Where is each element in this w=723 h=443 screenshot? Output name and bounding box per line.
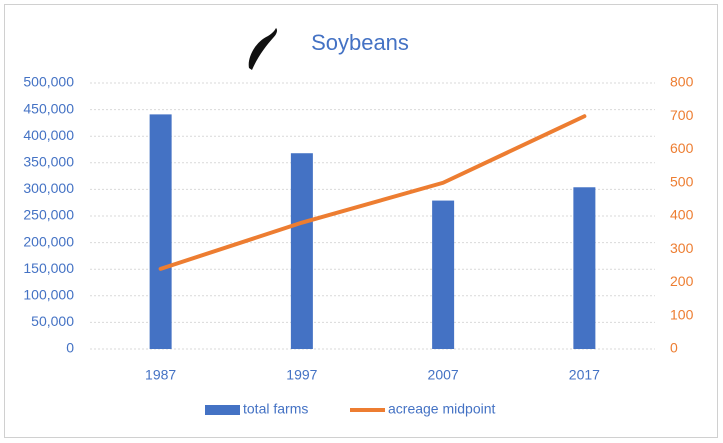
y-tick-label: 350,000	[23, 154, 74, 170]
bar	[432, 200, 455, 349]
legend-label: total farms	[243, 401, 308, 417]
y2-tick-label: 100	[670, 306, 694, 322]
legend-label: acreage midpoint	[388, 401, 496, 417]
chart-title: Soybeans	[311, 30, 409, 55]
y-tick-label: 400,000	[23, 127, 74, 143]
y-tick-label: 500,000	[23, 74, 74, 90]
y-tick-label: 300,000	[23, 180, 74, 196]
x-tick-label: 2017	[569, 367, 600, 383]
y2-tick-label: 500	[670, 173, 694, 189]
y2-tick-label: 300	[670, 240, 694, 256]
x-tick-label: 2007	[428, 367, 459, 383]
y-tick-label: 150,000	[23, 260, 74, 276]
y2-tick-label: 800	[670, 74, 694, 90]
y2-tick-label: 600	[670, 140, 694, 156]
y-tick-label: 200,000	[23, 233, 74, 249]
bar	[573, 187, 596, 349]
x-tick-label: 1987	[145, 367, 176, 383]
legend-swatch	[205, 405, 240, 415]
y2-tick-label: 700	[670, 107, 694, 123]
line	[158, 114, 587, 271]
bar	[290, 153, 313, 349]
y-tick-label: 250,000	[23, 207, 74, 223]
y2-tick-label: 400	[670, 207, 694, 223]
y-tick-label: 100,000	[23, 287, 74, 303]
chart-border	[4, 4, 718, 438]
y-tick-label: 50,000	[31, 313, 74, 329]
y2-tick-label: 0	[670, 340, 678, 356]
soybean-icon	[248, 28, 277, 70]
bar	[149, 114, 172, 349]
y2-tick-label: 200	[670, 273, 694, 289]
x-tick-label: 1997	[286, 367, 317, 383]
y-tick-label: 0	[66, 340, 74, 356]
y-tick-label: 450,000	[23, 100, 74, 116]
